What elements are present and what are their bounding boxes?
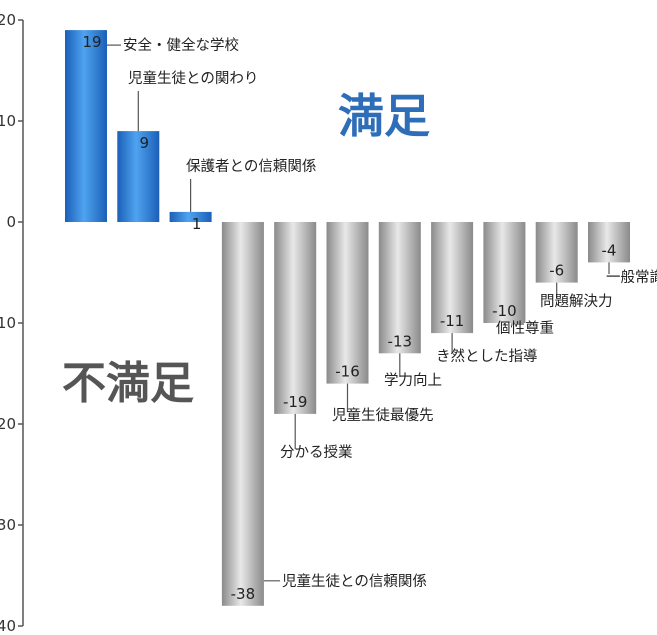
category-label: き然とした指導 [436,348,538,365]
bar [431,222,474,334]
bar [169,211,212,222]
y-tick-label: -10 [0,314,16,332]
bar-value-label: 9 [140,134,150,152]
bar-value-label: -4 [602,241,617,259]
y-tick-label: -40 [0,617,16,635]
bar-value-label: -19 [283,393,308,411]
bars [65,30,630,606]
bar-value-label: -6 [549,262,564,280]
y-tick-label: 0 [6,213,16,231]
bar [65,30,107,222]
satisfied-annotation: 満足 [338,89,430,143]
y-tick-label: -30 [0,516,16,534]
category-label: 安全・健全な学校 [123,36,239,54]
bar-value-label: -16 [335,363,360,381]
y-axis: 20 10 0 -10 -20 -30 -40 [0,11,24,635]
bar-value-label: -11 [440,312,465,330]
bar [221,222,264,606]
category-labels: 19 安全・健全な学校 9 児童生徒との関わり 1 保護者との信頼関係 -38 児童生徒との信… [82,33,657,603]
category-label: 個性尊重 [496,320,554,337]
bar-value-label: -38 [231,585,256,603]
y-tick-label: 10 [0,112,16,130]
category-label: 児童生徒最優先 [332,406,434,424]
bar [117,131,160,222]
category-label: 問題解決力 [540,293,613,310]
bar-value-label: 1 [192,215,202,233]
dissatisfied-annotation: 不満足 [62,358,194,409]
bar-value-label: -13 [388,332,413,350]
bar-value-label: 19 [82,33,101,51]
category-label: 分かる授業 [280,444,353,461]
bar [378,222,421,354]
bar [483,222,526,323]
y-tick-label: -20 [0,415,16,433]
y-tick-label: 20 [0,11,16,29]
bar-value-label: -10 [492,302,517,320]
category-label: 児童生徒との信頼関係 [282,572,427,590]
bar [326,222,369,384]
category-label: 児童生徒との関わり [128,69,258,87]
category-label: 保護者との信頼関係 [186,158,316,175]
bar [588,222,630,263]
bar [535,222,578,283]
category-label: 一般常識 [606,269,657,286]
category-label: 学力向上 [384,372,442,389]
bar [274,222,317,414]
